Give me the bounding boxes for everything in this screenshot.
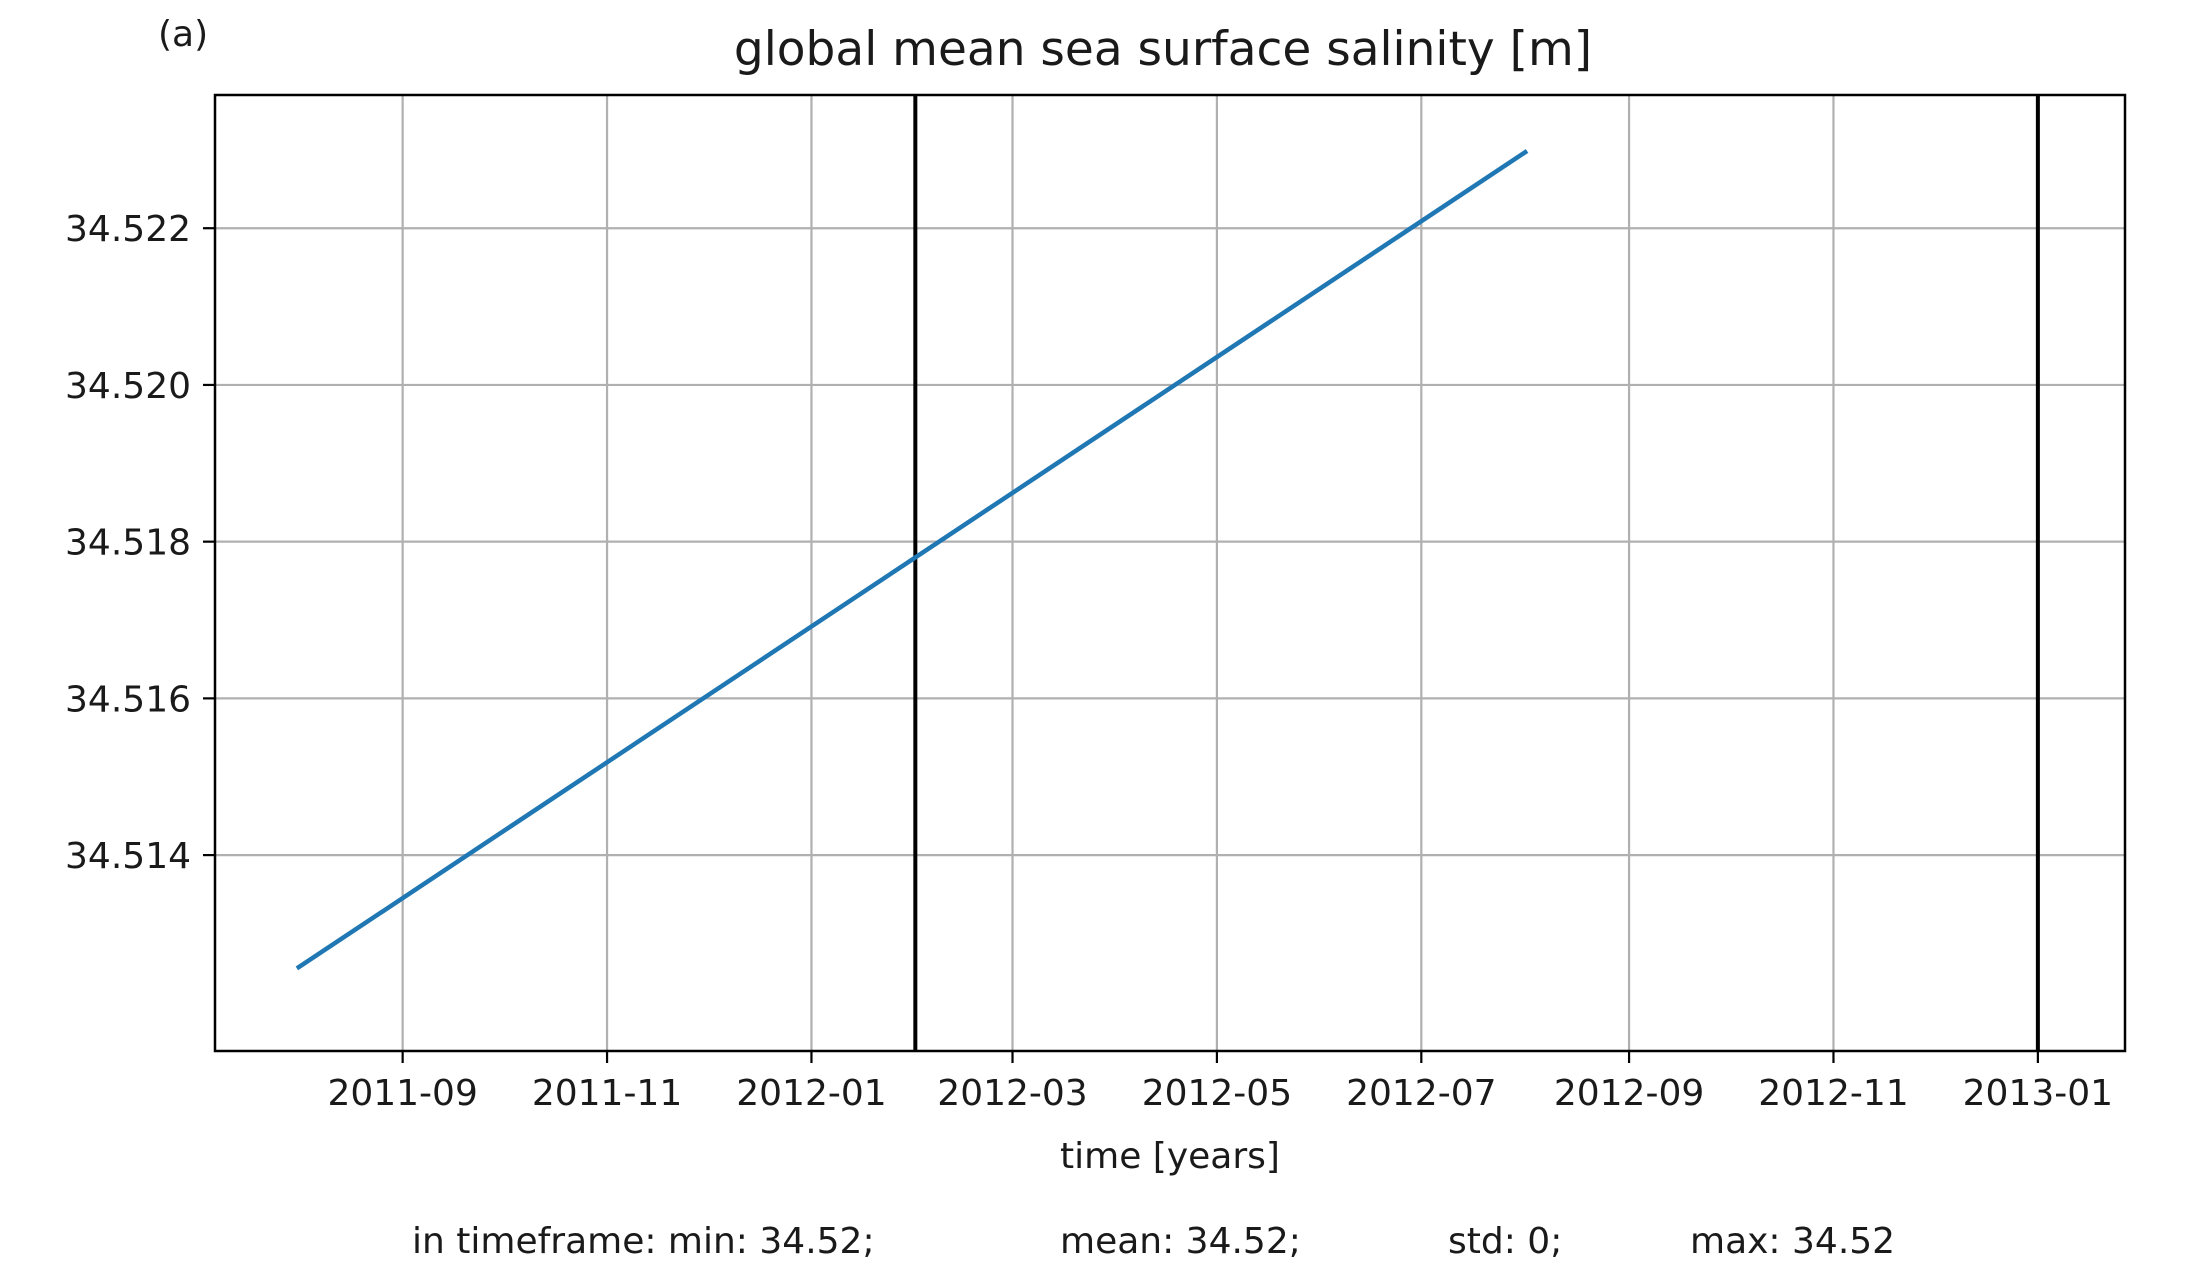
stat-mean: mean: 34.52; [1060,1221,1301,1262]
panel-label: (a) [158,14,208,55]
x-tick-label: 2012-05 [1142,1073,1292,1114]
reference-lines [913,95,2040,1051]
grid [215,95,2125,1051]
x-axis-label: time [years] [1060,1136,1280,1177]
y-tick-label: 34.514 [65,836,191,877]
y-tick-label: 34.516 [65,679,191,720]
x-axis-ticks: 2011-09 2011-11 2012-01 2012-03 2012-05 2012-… [327,1051,2113,1114]
x-tick-label: 2012-11 [1758,1073,1908,1114]
x-tick-label: 2013-01 [1963,1073,2113,1114]
stat-min: in timeframe: min: 34.52; [412,1221,875,1262]
series [295,149,1529,971]
plot-frame [213,93,2127,1053]
x-tick-label: 2011-11 [532,1073,682,1114]
x-tick-label: 2011-09 [327,1073,477,1114]
stat-std: std: 0; [1448,1221,1562,1262]
x-tick-label: 2012-09 [1554,1073,1704,1114]
stat-max: max: 34.52 [1690,1221,1895,1262]
x-tick-label: 2012-07 [1346,1073,1496,1114]
series-line [295,149,1529,971]
y-tick-label: 34.520 [65,366,191,407]
y-axis-ticks: 34.514 34.516 34.518 34.520 34.522 [65,209,215,877]
y-tick-label: 34.518 [65,523,191,564]
x-tick-label: 2012-03 [937,1073,1087,1114]
chart-title: global mean sea surface salinity [m] [734,22,1592,77]
y-tick-label: 34.522 [65,209,191,250]
x-tick-label: 2012-01 [736,1073,886,1114]
